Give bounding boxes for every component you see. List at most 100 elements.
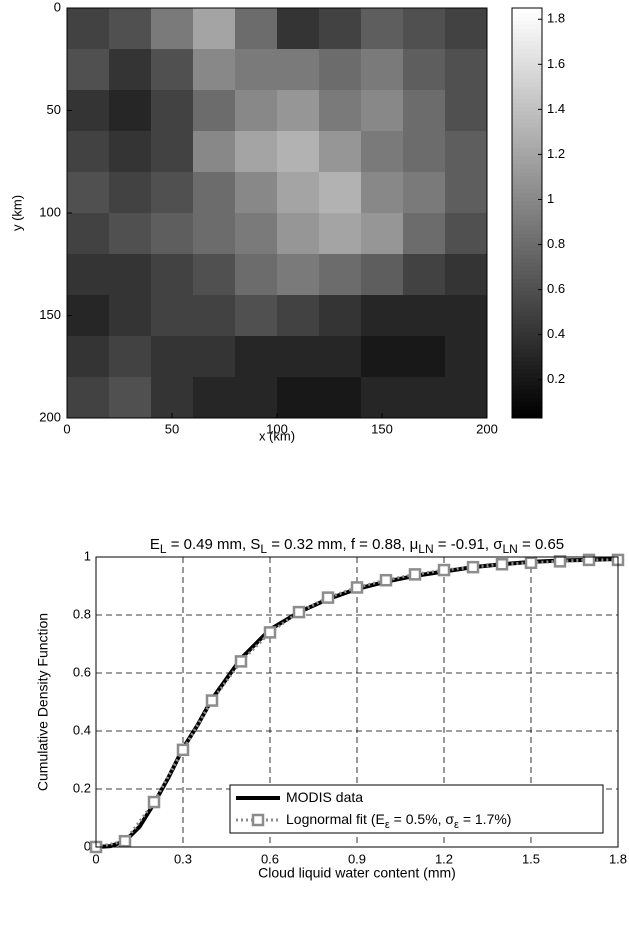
colorbar-step xyxy=(512,32,542,38)
heat-cell xyxy=(361,254,404,296)
y-tick-label: 0 xyxy=(54,0,61,14)
colorbar-step xyxy=(512,204,542,210)
y-axis-label: Cumulative Density Function xyxy=(35,613,51,791)
heat-cell xyxy=(277,377,320,419)
colorbar-tick-label: 1.2 xyxy=(547,146,565,161)
colorbar-step xyxy=(512,356,542,362)
heat-cell xyxy=(403,213,446,255)
series-marker xyxy=(234,655,248,668)
heat-cell xyxy=(235,90,278,132)
colorbar-step xyxy=(512,20,542,25)
series-marker xyxy=(379,573,393,587)
colorbar-step xyxy=(512,184,542,189)
heat-cell xyxy=(445,213,488,255)
text-part: E xyxy=(150,536,160,553)
colorbar-step xyxy=(512,172,542,177)
colorbar-step xyxy=(512,73,542,79)
colorbar-step xyxy=(512,311,542,316)
colorbar-frame xyxy=(511,7,543,419)
heat-cell xyxy=(403,295,446,337)
colorbar-step xyxy=(512,282,542,288)
colorbar-step xyxy=(512,278,542,284)
x-tick-label: 150 xyxy=(371,421,393,436)
colorbar-step xyxy=(512,98,542,103)
x-tick-label: 0 xyxy=(92,851,99,866)
x-tick-label: 0.3 xyxy=(174,851,192,866)
heat-cell xyxy=(445,90,488,132)
colorbar-step xyxy=(512,131,542,136)
colorbar-step xyxy=(512,315,542,321)
y-tick-label: 100 xyxy=(39,204,61,219)
heat-cell xyxy=(361,295,404,337)
x-tick-label: 0 xyxy=(63,421,70,436)
colorbar-step xyxy=(512,413,542,419)
heat-cell xyxy=(109,172,152,214)
series-marker xyxy=(466,560,480,574)
colorbar-step xyxy=(512,217,542,222)
colorbar-step xyxy=(512,65,542,70)
colorbar-step xyxy=(512,135,542,140)
colorbar-step xyxy=(512,155,542,161)
series-marker xyxy=(118,834,132,848)
colorbar-step xyxy=(512,122,542,128)
heat-cell xyxy=(235,254,278,296)
colorbar-step xyxy=(512,377,542,382)
colorbar-step xyxy=(512,286,542,292)
colorbar-step xyxy=(512,139,542,144)
y-tick-label: 50 xyxy=(47,102,61,117)
colorbar-step xyxy=(512,61,542,66)
colorbar-step xyxy=(512,167,542,173)
heat-cell xyxy=(235,336,278,378)
colorbar-step xyxy=(512,118,542,124)
heat-cell xyxy=(151,131,194,173)
heat-cell xyxy=(193,213,236,255)
colorbar-step xyxy=(512,36,542,42)
colorbar-tick-label: 1 xyxy=(547,191,554,206)
colorbar-step xyxy=(512,401,542,407)
heat-cell xyxy=(403,377,446,419)
heat-cell xyxy=(193,377,236,419)
heat-cell xyxy=(445,254,488,296)
heat-cell xyxy=(151,377,194,419)
heat-cell xyxy=(67,90,110,132)
heat-cell xyxy=(319,377,362,419)
x-tick-label: 100 xyxy=(266,421,288,436)
colorbar-step xyxy=(512,44,542,50)
colorbar-tick-label: 0.8 xyxy=(547,236,565,251)
legend-marker xyxy=(251,813,265,827)
heat-cell xyxy=(361,131,404,173)
colorbar-step xyxy=(512,364,542,370)
subscript: L xyxy=(260,542,267,556)
heat-cell xyxy=(67,49,110,91)
y-tick-label: 0.6 xyxy=(73,664,91,679)
colorbar-step xyxy=(512,295,542,300)
y-tick-label: 150 xyxy=(39,307,61,322)
series-marker xyxy=(292,605,306,619)
heat-cell xyxy=(151,254,194,296)
colorbar-step xyxy=(512,196,542,202)
heat-cell xyxy=(193,172,236,214)
colorbar-step xyxy=(512,221,542,226)
heat-cell xyxy=(403,336,446,378)
x-tick-label: 50 xyxy=(165,421,179,436)
heat-cell xyxy=(319,336,362,378)
heat-cell xyxy=(277,254,320,296)
y-tick-label: 0 xyxy=(84,838,91,853)
colorbar-step xyxy=(512,225,542,230)
heat-cell xyxy=(67,8,110,50)
colorbar-step xyxy=(512,270,542,275)
heat-cell xyxy=(235,172,278,214)
heat-cell xyxy=(403,49,446,91)
plot-frame xyxy=(95,556,619,848)
heat-cell xyxy=(361,49,404,91)
colorbar-step xyxy=(512,397,542,403)
colorbar-step xyxy=(512,159,542,165)
legend-label: MODIS data xyxy=(286,789,363,805)
colorbar-step xyxy=(512,188,542,193)
colorbar-step xyxy=(512,143,542,148)
heat-cell xyxy=(151,90,194,132)
legend-box xyxy=(229,784,604,834)
colorbar-step xyxy=(512,213,542,218)
subscript: ε xyxy=(454,819,459,831)
colorbar-step xyxy=(512,77,542,83)
